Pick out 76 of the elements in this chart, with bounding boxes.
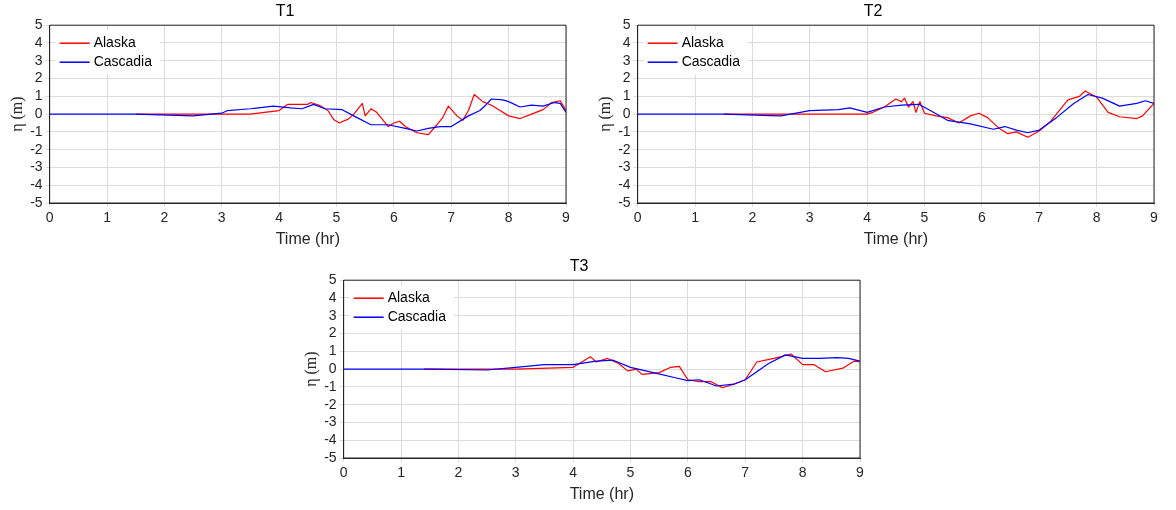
y-tick-label: -1 [618, 122, 631, 139]
x-tick-label: 8 [798, 464, 807, 481]
x-axis-title: Time (hr) [275, 229, 340, 247]
x-tick-label: 2 [748, 209, 757, 226]
y-tick-label: -2 [618, 140, 631, 157]
x-tick-label: 4 [275, 209, 284, 226]
x-tick-label: 2 [160, 209, 169, 226]
y-tick-label: 4 [34, 33, 43, 50]
x-tick-label: 7 [741, 464, 750, 481]
chart-title: T2 [863, 2, 883, 20]
x-tick-label: 8 [1092, 209, 1101, 226]
y-tick-label: 0 [328, 359, 337, 376]
y-tick-label: -4 [324, 431, 337, 448]
y-tick-label: -3 [30, 158, 43, 175]
x-tick-label: 3 [511, 464, 520, 481]
x-tick-label: 1 [691, 209, 700, 226]
x-tick-label: 1 [103, 209, 112, 226]
y-tick-label: 5 [622, 16, 631, 33]
legend-label: Alaska [387, 289, 430, 306]
y-tick-label: -1 [30, 122, 43, 139]
legend-label: Cascadia [681, 53, 741, 70]
y-tick-label: -1 [324, 377, 337, 394]
x-tick-label: 0 [633, 209, 642, 226]
y-tick-label: -2 [324, 395, 337, 412]
x-tick-label: 3 [217, 209, 226, 226]
y-tick-label: 2 [622, 69, 631, 86]
x-tick-label: 9 [1150, 209, 1159, 226]
x-tick-label: 6 [977, 209, 986, 226]
y-tick-label: 3 [34, 51, 43, 68]
legend-label: Alaska [681, 34, 724, 51]
y-tick-label: -5 [30, 193, 43, 210]
y-tick-label: 5 [328, 271, 337, 288]
chart-title: T3 [569, 257, 589, 275]
y-tick-label: 3 [622, 51, 631, 68]
x-tick-label: 3 [805, 209, 814, 226]
x-tick-label: 7 [447, 209, 456, 226]
y-tick-label: -4 [618, 176, 631, 193]
x-tick-label: 1 [397, 464, 406, 481]
x-tick-label: 9 [562, 209, 571, 226]
x-axis-title: Time (hr) [863, 229, 928, 247]
y-tick-label: 5 [34, 16, 43, 33]
y-tick-label: -2 [30, 140, 43, 157]
y-tick-label: 0 [34, 104, 43, 121]
x-tick-label: 6 [389, 209, 398, 226]
x-tick-label: 0 [339, 464, 348, 481]
y-tick-label: -3 [324, 413, 337, 430]
y-axis-title: η (m) [595, 96, 614, 132]
y-tick-label: 1 [328, 342, 337, 359]
x-axis-title: Time (hr) [569, 484, 634, 502]
chart-title: T1 [275, 2, 295, 20]
y-tick-label: 3 [328, 306, 337, 323]
x-tick-label: 8 [504, 209, 513, 226]
legend-label: Cascadia [387, 308, 447, 325]
y-tick-label: 1 [622, 87, 631, 104]
x-tick-label: 5 [920, 209, 929, 226]
x-tick-label: 4 [863, 209, 872, 226]
x-tick-label: 2 [454, 464, 463, 481]
y-tick-label: 1 [34, 87, 43, 104]
y-tick-label: -3 [618, 158, 631, 175]
y-tick-label: 0 [622, 104, 631, 121]
y-tick-label: 4 [328, 288, 337, 305]
legend-label: Cascadia [93, 53, 153, 70]
y-tick-label: -4 [30, 176, 43, 193]
x-tick-label: 6 [683, 464, 692, 481]
x-tick-label: 9 [856, 464, 865, 481]
y-tick-label: 2 [34, 69, 43, 86]
x-tick-label: 4 [569, 464, 578, 481]
y-axis-title: η (m) [301, 351, 320, 387]
x-tick-label: 7 [1035, 209, 1044, 226]
y-tick-label: 4 [622, 33, 631, 50]
y-axis-title: η (m) [7, 96, 26, 132]
y-tick-label: -5 [324, 448, 337, 465]
y-tick-label: -5 [618, 193, 631, 210]
x-tick-label: 0 [45, 209, 54, 226]
legend-label: Alaska [93, 34, 136, 51]
y-tick-label: 2 [328, 324, 337, 341]
